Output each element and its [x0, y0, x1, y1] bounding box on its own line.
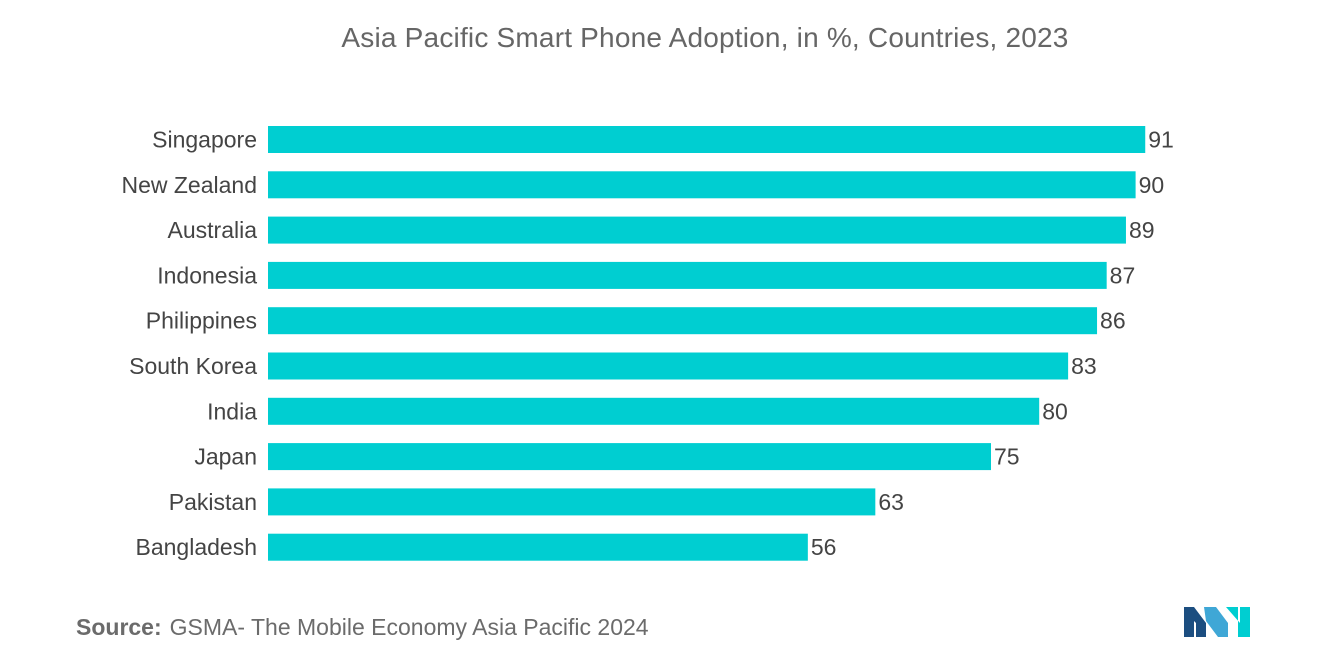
category-label-philippines: Philippines — [146, 308, 257, 334]
category-label-indonesia: Indonesia — [157, 262, 257, 288]
logo-left-stroke — [1184, 607, 1206, 637]
value-label-bangladesh: 56 — [811, 534, 837, 560]
category-label-south-korea: South Korea — [129, 353, 257, 379]
source-text: GSMA- The Mobile Economy Asia Pacific 20… — [169, 614, 649, 640]
bar-japan — [268, 443, 991, 471]
value-label-australia: 89 — [1129, 217, 1155, 243]
category-label-pakistan: Pakistan — [169, 489, 257, 515]
bars-group — [268, 126, 1146, 561]
logo-center-stroke — [1204, 607, 1228, 637]
bar-australia — [268, 216, 1126, 244]
bar-new-zealand — [268, 171, 1136, 199]
bar-south-korea — [268, 352, 1069, 380]
value-label-south-korea: 83 — [1071, 353, 1097, 379]
bar-india — [268, 397, 1040, 425]
bar-bangladesh — [268, 533, 808, 561]
bar-indonesia — [268, 261, 1107, 289]
category-label-australia: Australia — [168, 217, 258, 243]
category-label-japan: Japan — [194, 444, 257, 470]
source-note: Source: GSMA- The Mobile Economy Asia Pac… — [76, 614, 649, 641]
bar-pakistan — [268, 488, 876, 516]
bar-chart: Singapore New Zealand Australia Indonesia Ph… — [121, 126, 1174, 561]
value-label-new-zealand: 90 — [1139, 172, 1165, 198]
category-label-singapore: Singapore — [152, 127, 257, 153]
source-label: Source: — [76, 614, 162, 640]
bar-philippines — [268, 307, 1098, 335]
chart-title: Asia Pacific Smart Phone Adoption, in %,… — [341, 22, 1069, 53]
category-label-new-zealand: New Zealand — [121, 172, 257, 198]
logo-right-stroke — [1226, 607, 1250, 637]
bar-singapore — [268, 126, 1146, 153]
value-label-japan: 75 — [994, 444, 1020, 470]
mordor-intelligence-logo-icon — [1184, 607, 1250, 637]
value-label-indonesia: 87 — [1110, 262, 1136, 288]
value-label-pakistan: 63 — [878, 489, 904, 515]
category-label-india: India — [207, 398, 257, 424]
value-label-singapore: 91 — [1148, 127, 1174, 153]
category-labels: Singapore New Zealand Australia Indonesia Ph… — [121, 127, 257, 561]
value-label-philippines: 86 — [1100, 308, 1126, 334]
value-label-india: 80 — [1042, 398, 1068, 424]
category-label-bangladesh: Bangladesh — [136, 534, 258, 560]
